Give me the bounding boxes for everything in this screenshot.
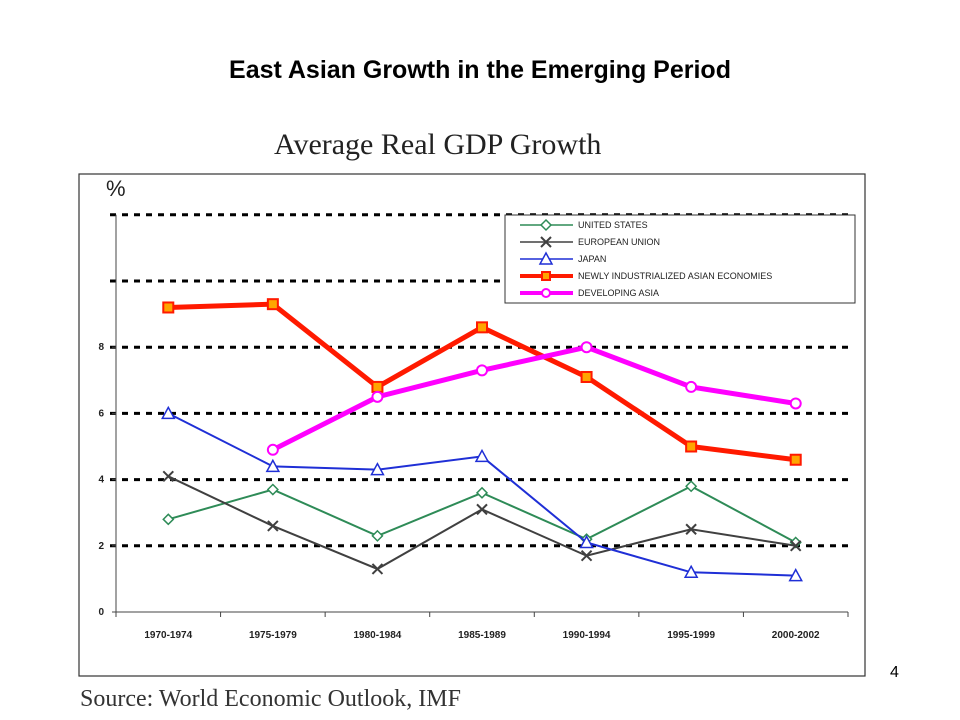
y-tick-label: 8 [98,342,104,353]
series-japan [161,405,803,582]
x-tick-label: 1995-1999 [667,630,715,641]
data-point [580,370,593,383]
data-point [789,453,802,466]
axis-layer: 0 2 4 6 8 1970-1974 1975-1979 1980-1984 1985-198… [98,214,849,641]
data-point [371,380,384,393]
legend-marker [540,236,552,248]
y-tick-label: 2 [98,541,104,552]
data-point [789,397,802,410]
series-layer [161,298,803,582]
source-note: Source: World Economic Outlook, IMF [80,686,461,712]
x-tick-label: 1980-1984 [354,630,402,641]
x-tick-label: 2000-2002 [772,630,820,641]
data-point [476,321,488,334]
data-point [685,480,698,493]
x-tick-label: 1985-1989 [458,630,506,641]
chart-frame [78,173,866,677]
data-point [790,540,802,552]
y-axis-label: % [106,176,126,201]
legend-marker [538,251,554,265]
legend-marker [541,271,551,281]
legend-label: DEVELOPING ASIA [578,288,659,298]
data-point [580,550,593,562]
data-point [685,440,698,453]
legend-marker [539,218,553,232]
data-point [266,443,279,456]
data-point [476,364,488,377]
legend-item: EUROPEAN UNION [520,236,660,248]
series-united-states [162,480,802,549]
legend-label: JAPAN [578,254,606,264]
series-developing-asia [266,341,802,456]
data-point [685,380,698,393]
legend-label: NEWLY INDUSTRIALIZED ASIAN ECONOMIES [578,271,772,281]
data-point [162,301,175,314]
legend-marker [541,288,551,298]
legend-label: EUROPEAN UNION [578,237,660,247]
y-tick-label: 6 [98,408,104,419]
data-point [371,563,384,575]
data-point [267,520,279,532]
data-point [475,486,489,499]
data-point [371,390,384,403]
y-tick-label: 4 [98,475,104,486]
page-number: 4 [890,664,899,681]
legend-item: UNITED STATES [520,218,648,232]
x-tick-label: 1990-1994 [563,630,611,641]
data-point [579,534,594,549]
y-tick-label: 0 [98,607,104,618]
series-line [271,344,797,453]
data-point [162,470,174,482]
data-point [266,298,279,311]
legend: UNITED STATES EUROPEAN UNION JAPAN NEWLY IN… [504,214,856,304]
data-point [266,483,279,496]
x-tick-label: 1975-1979 [249,630,297,641]
data-point [161,405,176,420]
data-point [788,568,803,582]
legend-label: UNITED STATES [578,220,648,230]
series-newly-industrialized-asian-economies [162,298,802,466]
slide-title: East Asian Growth in the Emerging Period [229,56,731,84]
legend-item: DEVELOPING ASIA [520,288,659,298]
data-point [685,523,697,535]
data-point [371,529,384,542]
data-point [476,503,488,516]
x-tick-label: 1970-1974 [144,630,192,641]
legend-item: NEWLY INDUSTRIALIZED ASIAN ECONOMIES [520,271,772,281]
data-point [370,462,385,476]
chart-title: Average Real GDP Growth [274,128,602,161]
data-point [580,341,593,354]
legend-item: JAPAN [520,251,606,265]
data-point [789,536,802,549]
data-point [683,564,699,579]
data-point [474,448,490,463]
data-point [162,513,175,526]
series-european-union [162,470,802,575]
data-point [265,458,281,473]
